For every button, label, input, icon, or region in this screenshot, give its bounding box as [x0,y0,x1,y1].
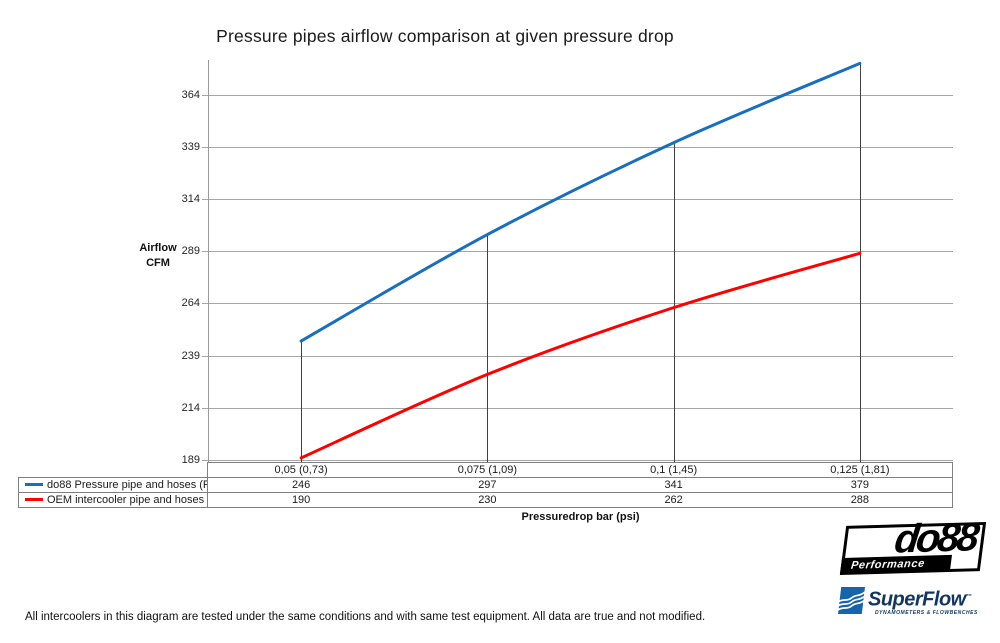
superflow-logo: SuperFlow™ DYNAMOMETERS & FLOWBENCHES [838,587,978,616]
x-axis-title: Pressuredrop bar (psi) [521,511,640,523]
table-value-do88: 341 [664,479,683,491]
y-axis-title-line2: CFM [146,257,170,269]
superflow-logo-subtitle: DYNAMOMETERS & FLOWBENCHES [875,609,978,616]
x-axis-category-label: 0,1 (1,45) [650,464,698,476]
table-value-oem: 288 [850,494,870,506]
y-axis-tick-label: 364 [181,88,200,101]
y-axis-tick-label: 289 [181,245,200,258]
y-axis-tick-label: 189 [181,454,200,466]
y-axis-tick-label: 314 [181,193,200,206]
table-value-oem: 230 [478,494,497,506]
superflow-logo-text-block: SuperFlow™ DYNAMOMETERS & FLOWBENCHES [868,587,978,616]
do88-logo: do88 Performance [839,515,987,576]
do88-logo-text: do88 [892,515,980,562]
trademark-symbol: ™ [965,594,972,600]
table-border [952,462,953,508]
y-axis-title: Airflow CFM [136,241,180,271]
table-border [18,477,953,478]
table-value-do88: 379 [850,479,870,491]
y-axis-title-line1: Airflow [139,242,177,254]
legend-row-do88: do88 Pressure pipe and hoses (PP-03) [19,477,207,492]
table-border [208,462,953,463]
footer-note: All intercoolers in this diagram are tes… [25,611,706,623]
oem-series-color-swatch [25,498,43,501]
chart-title: Pressure pipes airflow comparison at giv… [216,26,674,46]
x-axis-category-label: 0,125 (1,81) [830,464,890,476]
table-border [18,477,19,508]
superflow-logo-name: SuperFlow™ [868,588,972,611]
table-value-oem: 262 [664,494,683,506]
legend-row-oem: OEM intercooler pipe and hoses [19,492,207,507]
do88-performance-banner: Performance [839,554,953,575]
do88-series-color-swatch [25,483,43,486]
y-axis-tick-label: 264 [181,297,200,310]
x-axis-category-label: 0,05 (0,73) [274,464,328,476]
y-axis-tick-label: 239 [181,349,200,362]
y-axis-tick-label: 339 [181,140,200,153]
superflow-waves-icon [838,587,865,614]
y-axis-tick-label: 214 [181,401,200,414]
table-value-oem: 190 [291,494,311,506]
series-line [299,251,862,460]
series-line [299,61,862,343]
table-border [207,462,208,508]
table-value-do88: 246 [291,479,311,491]
legend-label-do88: do88 Pressure pipe and hoses (PP-03) [47,478,207,491]
table-border [18,492,953,493]
legend-label-oem: OEM intercooler pipe and hoses [47,493,205,506]
x-axis-category-label: 0,075 (1,09) [457,464,518,476]
table-border [18,507,953,508]
table-value-do88: 297 [478,479,497,491]
